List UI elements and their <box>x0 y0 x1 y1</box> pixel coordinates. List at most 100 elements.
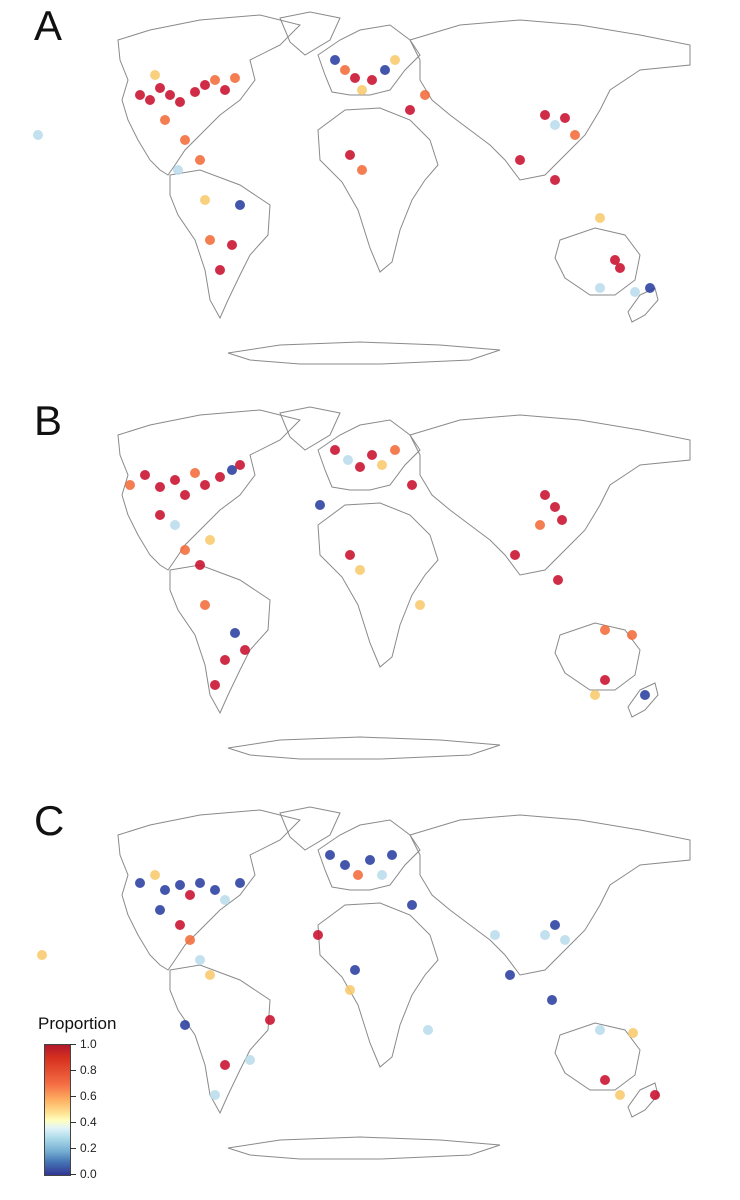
site-dot <box>355 565 365 575</box>
site-dot <box>245 1055 255 1065</box>
site-dot <box>155 83 165 93</box>
panel-label: B <box>34 397 63 444</box>
site-dot <box>550 920 560 930</box>
site-dot <box>353 870 363 880</box>
site-dot <box>185 935 195 945</box>
asia-outline <box>409 814 691 976</box>
site-dot <box>550 175 560 185</box>
site-dot <box>367 75 377 85</box>
site-dot <box>205 535 215 545</box>
site-dot <box>240 645 250 655</box>
site-dot <box>180 135 190 145</box>
site-dot <box>195 955 205 965</box>
site-dot <box>227 465 237 475</box>
site-dot <box>600 675 610 685</box>
legend-tick <box>70 1096 76 1097</box>
site-dot <box>550 502 560 512</box>
site-dot <box>415 600 425 610</box>
site-dot <box>390 55 400 65</box>
site-dot <box>540 490 550 500</box>
site-dot <box>173 165 183 175</box>
site-dot <box>570 130 580 140</box>
africa-outline <box>317 502 439 668</box>
legend-tick <box>70 1174 76 1175</box>
site-dot <box>540 930 550 940</box>
site-dot <box>367 450 377 460</box>
legend-colorbar <box>44 1044 71 1176</box>
legend-tick <box>70 1122 76 1123</box>
greenland-outline <box>279 11 341 56</box>
site-dot <box>125 480 135 490</box>
south-america-outline <box>169 564 271 715</box>
site-dot <box>235 200 245 210</box>
site-dot <box>190 468 200 478</box>
antarctica-outline <box>227 1136 501 1160</box>
site-dot <box>315 500 325 510</box>
panel-label: C <box>34 797 65 844</box>
site-dot <box>377 870 387 880</box>
site-dot <box>135 90 145 100</box>
site-dot <box>420 90 430 100</box>
world-map-a <box>33 11 691 365</box>
north-america-outline <box>117 409 301 571</box>
site-dot <box>490 930 500 940</box>
site-dot <box>535 520 545 530</box>
site-dot <box>313 930 323 940</box>
site-dot <box>423 1025 433 1035</box>
color-legend: Proportion 1.0 0.8 0.6 0.4 0.2 0.0 <box>38 1014 148 1194</box>
site-dot <box>220 655 230 665</box>
site-dot <box>510 550 520 560</box>
legend-tick <box>70 1148 76 1149</box>
site-dot <box>170 520 180 530</box>
north-america-outline <box>117 14 301 176</box>
site-dot <box>387 850 397 860</box>
site-dot <box>230 73 240 83</box>
site-dot <box>355 462 365 472</box>
site-dot <box>357 85 367 95</box>
legend-tick-label: 0.4 <box>80 1115 97 1129</box>
site-dot <box>628 1028 638 1038</box>
site-dot <box>380 65 390 75</box>
asia-outline <box>409 414 691 576</box>
site-dot <box>515 155 525 165</box>
map-panel-a: A <box>0 0 740 395</box>
site-dot <box>210 75 220 85</box>
north-america-outline <box>117 809 301 971</box>
greenland-outline <box>279 406 341 451</box>
world-map-b <box>117 406 691 760</box>
site-dot <box>330 445 340 455</box>
site-dot <box>345 985 355 995</box>
africa-outline <box>317 902 439 1068</box>
site-dot <box>210 885 220 895</box>
site-dot <box>155 510 165 520</box>
site-dot <box>330 55 340 65</box>
site-dot <box>350 73 360 83</box>
site-dot <box>150 870 160 880</box>
site-dot <box>185 890 195 900</box>
site-dot <box>220 1060 230 1070</box>
site-dot <box>595 1025 605 1035</box>
site-dot <box>377 460 387 470</box>
landmass-outlines <box>117 806 691 1160</box>
landmass-outlines <box>117 11 691 365</box>
site-dot <box>325 850 335 860</box>
site-dot <box>540 110 550 120</box>
site-dot <box>645 283 655 293</box>
site-dot <box>135 878 145 888</box>
site-dot <box>220 895 230 905</box>
site-dot <box>205 970 215 980</box>
site-dot <box>210 680 220 690</box>
site-dots <box>37 850 660 1100</box>
legend-tick <box>70 1044 76 1045</box>
site-dot <box>627 630 637 640</box>
site-dot <box>407 480 417 490</box>
legend-tick-label: 0.8 <box>80 1063 97 1077</box>
legend-tick-label: 1.0 <box>80 1037 97 1051</box>
site-dot <box>405 105 415 115</box>
site-dot <box>155 905 165 915</box>
site-dot <box>150 70 160 80</box>
site-dot <box>365 855 375 865</box>
site-dot <box>230 628 240 638</box>
site-dot <box>155 482 165 492</box>
site-dot <box>650 1090 660 1100</box>
